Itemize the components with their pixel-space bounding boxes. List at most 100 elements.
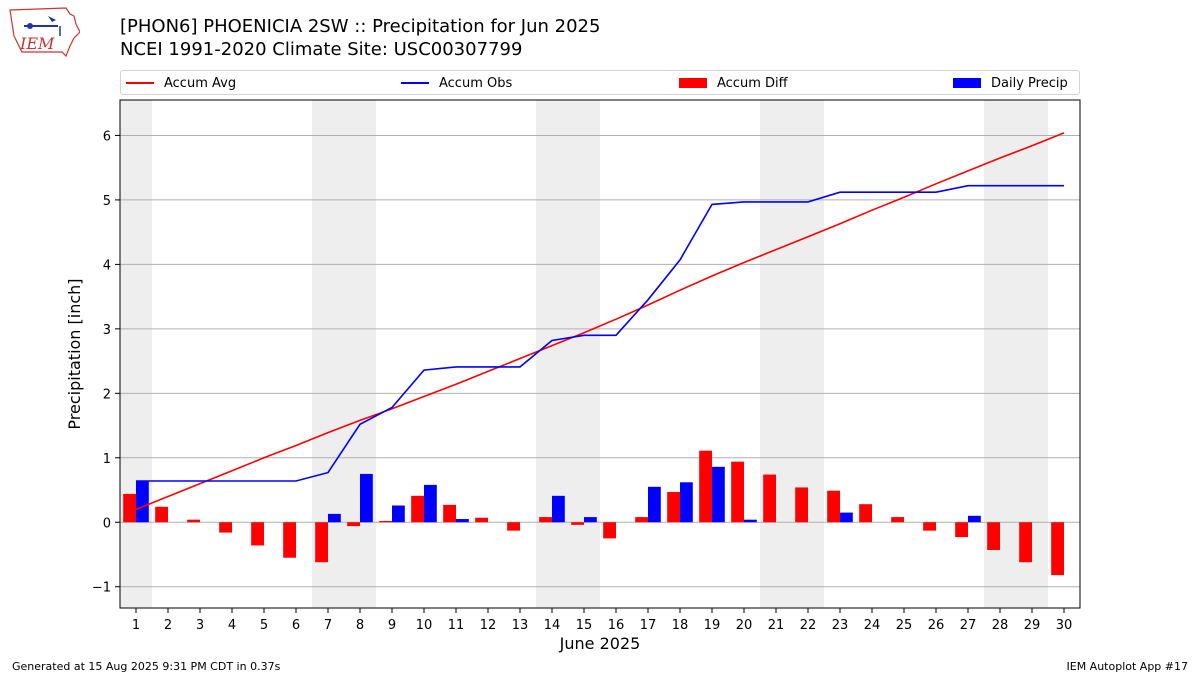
y-tick-label: 0 — [103, 516, 111, 531]
y-axis-ticks: −1 0 1 2 3 4 5 6 — [92, 129, 120, 596]
accum-diff-bar — [763, 474, 776, 523]
x-tick-label: 19 — [704, 618, 721, 633]
x-tick-label: 7 — [324, 618, 332, 633]
accum-diff-bar — [155, 506, 168, 523]
legend-label-accum-obs: Accum Obs — [439, 75, 513, 91]
footer-generated: Generated at 15 Aug 2025 9:31 PM CDT in … — [12, 660, 281, 673]
legend-swatch-accum-diff — [679, 78, 707, 88]
accum-diff-bar — [1019, 522, 1032, 563]
accum-diff-bar — [571, 522, 584, 525]
x-tick-label: 30 — [1056, 618, 1073, 633]
x-tick-label: 11 — [448, 618, 465, 633]
legend-swatch-daily-precip — [953, 78, 981, 88]
x-tick-label: 24 — [864, 618, 881, 633]
accum-diff-bar — [187, 519, 200, 523]
weekend-band — [568, 100, 600, 608]
accum-diff-bar — [635, 517, 648, 523]
plot-frame — [119, 99, 1081, 609]
daily-precip-bar — [680, 482, 693, 523]
legend-item-accum-diff: Accum Diff — [679, 74, 788, 92]
accum-diff-bar — [955, 522, 968, 538]
y-axis-label: Precipitation [inch] — [65, 278, 84, 429]
legend: Accum Avg Accum Obs Accum Diff Daily Pre… — [120, 70, 1080, 95]
iem-logo: IEM — [9, 7, 80, 58]
x-tick-label: 17 — [640, 618, 657, 633]
y-tick-label: −1 — [92, 581, 111, 596]
accum-diff-bar — [475, 517, 488, 523]
daily-precip-bar — [744, 519, 757, 523]
x-tick-label: 9 — [388, 618, 396, 633]
x-axis-label: June 2025 — [559, 634, 641, 653]
x-tick-label: 16 — [608, 618, 625, 633]
daily-precip-bar — [840, 512, 853, 523]
x-tick-label: 27 — [960, 618, 977, 633]
line-series — [135, 132, 1065, 511]
x-tick-label: 3 — [196, 618, 204, 633]
accum-diff-bar — [315, 522, 328, 563]
logo-text: IEM — [19, 34, 55, 53]
daily-precip-bar — [392, 505, 405, 523]
legend-label-accum-avg: Accum Avg — [164, 75, 237, 91]
legend-item-daily-precip: Daily Precip — [953, 74, 1068, 92]
x-tick-label: 20 — [736, 618, 753, 633]
x-tick-label: 2 — [164, 618, 172, 633]
x-tick-label: 15 — [576, 618, 593, 633]
daily-precip-bar — [648, 486, 661, 523]
x-axis-ticks: 1 2 3 4 5 6 7 8 9 10 11 12 13 14 15 16 17 18 19 20 21 22 23 24 2… — [132, 608, 1072, 633]
accum-diff-bar — [1051, 522, 1064, 576]
daily-precip-bar — [360, 473, 373, 523]
chart-title: [PHON6] PHOENICIA 2SW :: Precipitation f… — [120, 16, 601, 37]
x-tick-label: 28 — [992, 618, 1009, 633]
y-tick-label: 2 — [103, 387, 111, 402]
legend-label-daily-precip: Daily Precip — [991, 75, 1068, 91]
x-tick-label: 13 — [512, 618, 529, 633]
chart-subtitle: NCEI 1991-2020 Climate Site: USC00307799 — [120, 39, 523, 60]
x-tick-label: 12 — [480, 618, 497, 633]
daily-precip-bar — [712, 466, 725, 523]
y-tick-label: 5 — [103, 194, 111, 209]
x-tick-label: 10 — [416, 618, 433, 633]
accum-diff-bar — [667, 491, 680, 523]
y-tick-label: 1 — [103, 452, 111, 467]
legend-swatch-accum-obs — [401, 82, 429, 84]
accum-diff-bar — [731, 461, 744, 523]
daily-precip-bar — [456, 519, 469, 523]
daily-precip-bar — [136, 481, 149, 523]
legend-swatch-accum-avg — [126, 82, 154, 84]
x-tick-label: 26 — [928, 618, 945, 633]
y-gridlines — [120, 134, 1080, 588]
daily-precip-bar — [552, 495, 565, 523]
accum-diff-bar — [379, 520, 392, 523]
legend-item-accum-avg: Accum Avg — [126, 74, 236, 92]
accum-diff-bar — [539, 517, 552, 523]
x-tick-label: 29 — [1024, 618, 1041, 633]
accum-diff-bar — [443, 504, 456, 523]
accum-diff-bar — [827, 490, 840, 523]
accum-diff-bar — [411, 495, 424, 523]
accum-avg-line — [135, 132, 1065, 511]
accum-obs-line — [136, 184, 1064, 482]
x-tick-label: 14 — [544, 618, 561, 633]
x-tick-label: 1 — [132, 618, 140, 633]
weekend-band — [120, 100, 152, 608]
daily-precip-bar — [328, 513, 341, 523]
weekend-band — [536, 100, 568, 608]
y-tick-label: 6 — [103, 129, 111, 144]
weekend-band — [792, 100, 824, 608]
accum-diff-bar — [987, 522, 1000, 550]
x-tick-label: 6 — [292, 618, 300, 633]
x-tick-label: 21 — [768, 618, 785, 633]
x-tick-label: 8 — [356, 618, 364, 633]
daily-precip-bar — [968, 515, 981, 523]
footer-app: IEM Autoplot App #17 — [1066, 660, 1189, 673]
daily-precip-bar — [424, 484, 437, 523]
x-tick-label: 4 — [228, 618, 236, 633]
accum-diff-bar — [283, 522, 296, 558]
x-tick-label: 5 — [260, 618, 268, 633]
accum-diff-bar — [891, 517, 904, 523]
weekend-band — [344, 100, 376, 608]
x-tick-label: 25 — [896, 618, 913, 633]
legend-item-accum-obs: Accum Obs — [401, 74, 512, 92]
accum-diff-bar — [859, 504, 872, 523]
